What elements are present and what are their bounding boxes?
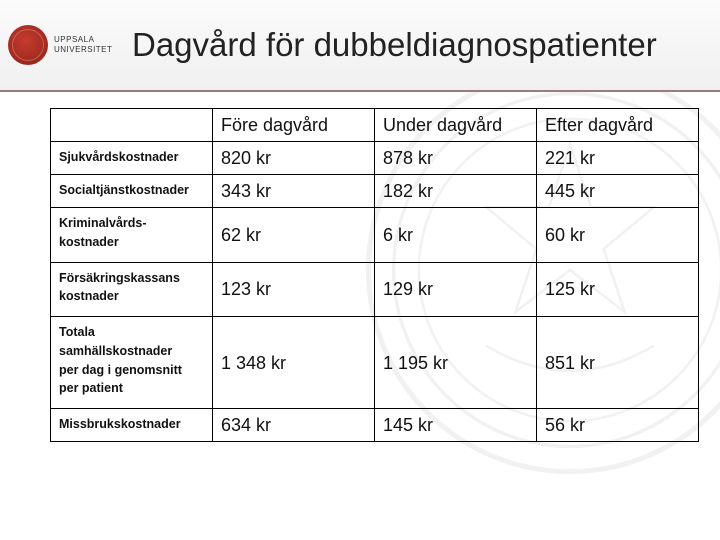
cell: 145 kr xyxy=(375,409,537,442)
table-header-row: Före dagvård Under dagvård Efter dagvård xyxy=(51,109,699,142)
slide-header: UPPSALA UNIVERSITET Dagvård för dubbeldi… xyxy=(0,0,720,92)
cell: 129 kr xyxy=(375,262,537,317)
row-label: Totalasamhällskostnaderper dag i genomsn… xyxy=(51,317,213,409)
seal-icon xyxy=(8,25,48,65)
table-header: Under dagvård xyxy=(375,109,537,142)
cell: 878 kr xyxy=(375,142,537,175)
row-label: Socialtjänstkostnader xyxy=(51,175,213,208)
table-row: Socialtjänstkostnader 343 kr 182 kr 445 … xyxy=(51,175,699,208)
cell: 60 kr xyxy=(537,208,699,263)
row-label: Försäkringskassanskostnader xyxy=(51,262,213,317)
cell: 62 kr xyxy=(213,208,375,263)
cell: 123 kr xyxy=(213,262,375,317)
row-label: Kriminalvårds-kostnader xyxy=(51,208,213,263)
table-row: Totalasamhällskostnaderper dag i genomsn… xyxy=(51,317,699,409)
cell: 1 195 kr xyxy=(375,317,537,409)
page-title: Dagvård för dubbeldiagnospatienter xyxy=(132,26,657,64)
table-header: Efter dagvård xyxy=(537,109,699,142)
cell: 56 kr xyxy=(537,409,699,442)
cell: 634 kr xyxy=(213,409,375,442)
slide: UPPSALA UNIVERSITET Dagvård för dubbeldi… xyxy=(0,0,720,540)
row-label: Missbrukskostnader xyxy=(51,409,213,442)
table-row: Sjukvårdskostnader 820 kr 878 kr 221 kr xyxy=(51,142,699,175)
cell: 820 kr xyxy=(213,142,375,175)
uni-text-bottom: UNIVERSITET xyxy=(54,45,112,55)
cell: 221 kr xyxy=(537,142,699,175)
table-row: Missbrukskostnader 634 kr 145 kr 56 kr xyxy=(51,409,699,442)
university-name: UPPSALA UNIVERSITET xyxy=(54,35,112,54)
cell: 6 kr xyxy=(375,208,537,263)
cell: 125 kr xyxy=(537,262,699,317)
cost-table: Före dagvård Under dagvård Efter dagvård… xyxy=(50,108,699,442)
table-header-blank xyxy=(51,109,213,142)
cell: 445 kr xyxy=(537,175,699,208)
cell: 851 kr xyxy=(537,317,699,409)
uni-text-top: UPPSALA xyxy=(54,35,112,45)
cell: 182 kr xyxy=(375,175,537,208)
cost-table-wrap: Före dagvård Under dagvård Efter dagvård… xyxy=(50,108,698,442)
cell: 343 kr xyxy=(213,175,375,208)
table-body: Sjukvårdskostnader 820 kr 878 kr 221 kr … xyxy=(51,142,699,442)
cell: 1 348 kr xyxy=(213,317,375,409)
table-row: Försäkringskassanskostnader 123 kr 129 k… xyxy=(51,262,699,317)
table-header: Före dagvård xyxy=(213,109,375,142)
university-logo: UPPSALA UNIVERSITET xyxy=(8,25,128,65)
table-row: Kriminalvårds-kostnader 62 kr 6 kr 60 kr xyxy=(51,208,699,263)
row-label: Sjukvårdskostnader xyxy=(51,142,213,175)
